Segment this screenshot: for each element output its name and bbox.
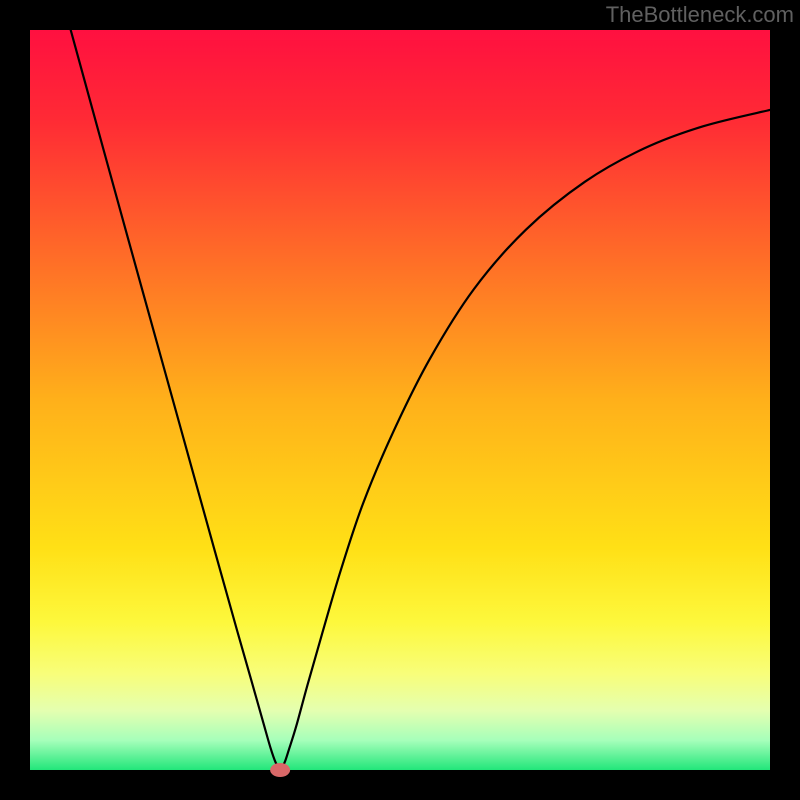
bottleneck-chart: TheBottleneck.com xyxy=(0,0,800,800)
chart-svg xyxy=(0,0,800,800)
bottleneck-marker xyxy=(270,763,290,777)
watermark-text: TheBottleneck.com xyxy=(606,2,794,28)
